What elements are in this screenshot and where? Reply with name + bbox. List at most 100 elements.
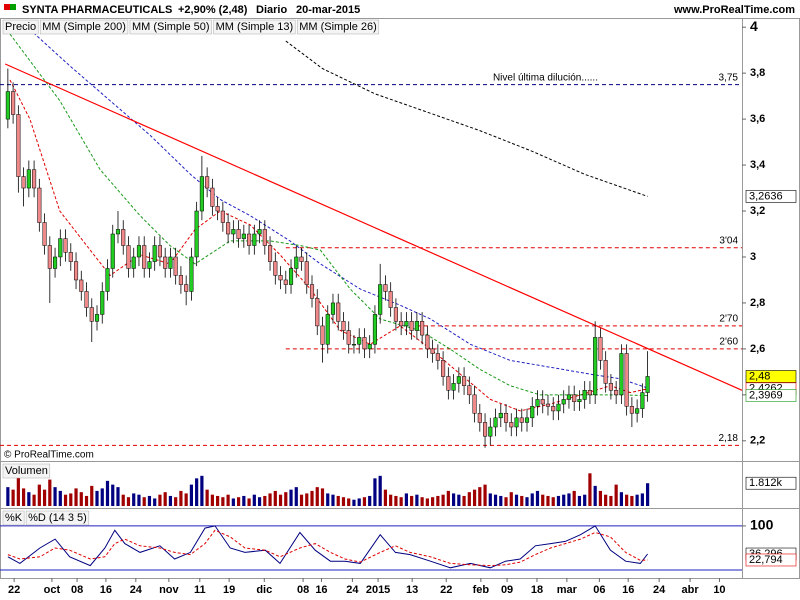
candle-body [273,261,278,276]
volume-bar [63,494,68,506]
candle-body [372,314,377,345]
volume-bar [11,489,15,506]
volume-bar [299,494,304,506]
volume-bar [462,495,466,506]
y-tick-label: 100 [750,517,774,533]
volume-bar [635,494,639,506]
volume-bar [373,478,377,506]
volume-bar [189,484,193,506]
candle-body [561,399,566,405]
volume-bar [195,478,199,506]
stock-title: SYNTA PHARMACEUTICALS [22,4,172,16]
volume-bar [551,497,555,506]
candle-body [226,222,231,235]
volume-bar [126,497,131,506]
candle-body [79,279,84,292]
volume-bar [415,494,419,506]
candle-body [26,169,31,189]
period: Diario [256,4,287,16]
x-tick-label: 22 [8,584,20,596]
candle-body [5,91,10,120]
candle-body [315,298,320,327]
candle-body [336,302,341,322]
candle-body [194,210,199,258]
volume-bar [646,483,650,506]
volume-bar [577,495,582,506]
volume-bar [168,495,173,506]
candle-body [383,284,388,292]
volume-bar [378,475,382,506]
volume-bar [478,487,482,506]
legend-box [2,510,25,526]
candle-body [126,245,131,269]
legend-box [2,19,39,35]
volume-bar [226,494,230,506]
volume-bar [289,489,293,506]
candle-body [11,91,16,115]
volume-bar [263,495,267,506]
level-label: 2'70 [719,314,738,325]
candle-body [514,417,519,428]
candle-body [168,256,173,269]
candle-body [142,245,147,269]
candle-body [640,392,645,409]
candle-body [73,261,79,281]
candle-body [330,302,336,315]
y-tick-label: 3,4 [750,159,766,171]
candle-body [247,233,252,246]
candle-body [205,176,210,189]
candle-body [603,360,608,384]
volume-bar [27,492,31,506]
moving-average [9,33,648,397]
volume-bar [520,495,524,506]
volume-bar [158,494,162,506]
volume-bar [441,494,445,506]
candle-body [147,261,152,269]
legend-label: MM (Simple 50) [132,21,210,33]
candle-body [404,321,409,327]
candle-body [220,210,225,223]
volume-bar [142,497,146,506]
volume-bar [614,484,618,506]
volume-bar [200,475,204,506]
x-tick-label: nov [159,584,179,596]
y-tick-label: 2,6 [750,343,765,355]
candle-body [509,422,514,428]
candle-body [37,187,42,223]
volume-bar [132,493,136,506]
volume-bar [562,494,566,506]
volume-bar [404,493,408,506]
candle-body [304,261,309,285]
volume-bar [399,497,403,506]
legend-box [25,510,90,526]
candle-body [629,406,634,414]
volume-bar [436,495,440,506]
candle-body [477,412,482,423]
candle-body [173,256,178,276]
volume-bar [79,492,83,506]
volume-bar [326,493,330,506]
price-marker-label: 22,794 [749,554,783,566]
volume-bar [504,497,508,506]
volume-bar [457,494,461,506]
volume-bar [310,490,314,506]
candle-body [435,353,440,361]
volume-bar [216,495,220,506]
candle-body [551,406,556,412]
icon [10,4,16,10]
x-tick-label: feb [473,584,490,596]
candle-body [566,394,572,400]
candle-body [619,353,624,396]
volume-bar [42,489,47,506]
candle-body [467,385,472,396]
candle-body [341,321,346,331]
volume-bar [221,497,225,506]
candle-body [545,403,551,407]
volume-bar [425,498,429,506]
y-tick-label: 2,2 [750,435,765,447]
volume-bar [431,497,435,506]
level-label: 3'04 [719,235,738,246]
volume-bar [236,497,241,506]
